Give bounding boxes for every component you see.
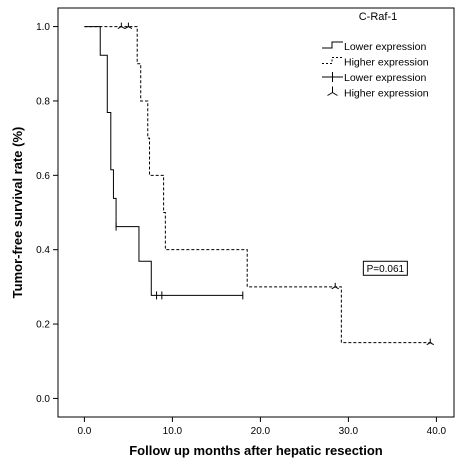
legend-entry: Higher expression (322, 57, 429, 69)
legend-label: Higher expression (344, 57, 429, 69)
censor-arm (426, 342, 431, 346)
legend-label: Lower expression (344, 72, 426, 84)
legend-title: C-Raf-1 (359, 11, 398, 23)
y-tick-label: 0.0 (36, 394, 50, 405)
censor-arm (331, 286, 336, 290)
censor-arm (124, 26, 129, 30)
p-value-text: P=0.061 (367, 264, 405, 275)
plot-frame (57, 7, 455, 418)
p-value-box (362, 260, 408, 276)
legend-swatch (327, 92, 333, 96)
y-tick-label: 0.8 (36, 96, 50, 107)
series-line-lower (84, 26, 243, 296)
legend-label: Higher expression (344, 88, 429, 100)
plot-border (57, 7, 455, 418)
x-axis: 0.0 10.0 20.0 30.0 40.0 (77, 417, 447, 437)
x-tick-label: 0.0 (77, 426, 91, 437)
annotations: P=0.061 (362, 260, 408, 276)
censor-arm (121, 26, 126, 30)
legend-swatch (322, 41, 343, 49)
y-tick-label: 0.6 (36, 171, 50, 182)
censor-mark-higher (331, 282, 339, 290)
censor-arm (429, 342, 434, 346)
series-line-higher (84, 26, 432, 344)
y-tick-label: 0.2 (36, 320, 50, 331)
legend-entry: Lower expression (322, 41, 426, 53)
censor-mark-higher (124, 22, 133, 30)
censor-mark-higher (426, 338, 434, 346)
x-tick-label: 10.0 (163, 426, 183, 437)
p-value-annotation: P=0.061 (362, 260, 408, 276)
legend: C-Raf-1 Lower expression Higher expressio… (322, 11, 429, 100)
censor-arm (117, 26, 122, 30)
censor-arm (128, 26, 133, 30)
series-layer (84, 22, 434, 346)
legend-entry: Higher expression (327, 86, 429, 100)
censor-mark-higher (117, 22, 126, 30)
legend-label: Lower expression (344, 41, 426, 53)
y-tick-label: 0.4 (36, 245, 50, 256)
x-tick-label: 20.0 (251, 426, 271, 437)
y-axis: 0.0 0.2 0.4 0.6 0.8 1.0 (36, 22, 58, 405)
legend-swatch (322, 57, 343, 64)
y-tick-label: 1.0 (36, 22, 50, 33)
x-tick-label: 40.0 (427, 426, 447, 437)
x-tick-label: 30.0 (339, 426, 359, 437)
legend-entries: Lower expression Higher expression Lower e… (322, 41, 429, 100)
legend-swatch (332, 92, 338, 96)
censor-arm (334, 286, 339, 290)
legend-entry: Lower expression (322, 72, 426, 84)
y-axis-title: Tumor-free survival rate (%) (10, 127, 25, 299)
x-axis-title: Follow up months after hepatic resection (129, 443, 383, 458)
